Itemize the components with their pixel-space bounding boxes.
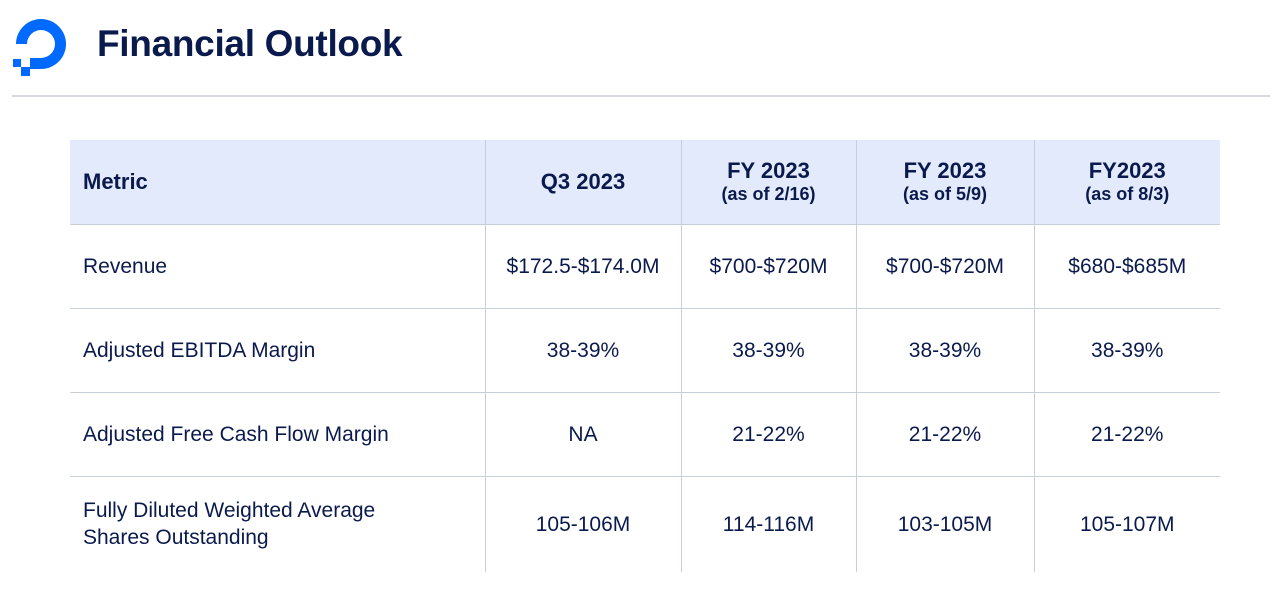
table-header-row: Metric Q3 2023 FY 2023 (as of 2/16) FY 20… [70,140,1220,224]
column-header-fy2023-aug: FY2023 (as of 8/3) [1033,140,1220,224]
column-header-metric: Metric [83,168,148,194]
value-cell: 38-39% [855,307,1034,392]
value-cell: 38-39% [1033,307,1220,392]
metric-cell: Fully Diluted Weighted Average Shares Ou… [70,475,485,572]
value-cell: 114-116M [680,475,856,572]
value-cell: 105-106M [484,475,681,572]
value-cell: 38-39% [484,307,681,392]
value-cell: 21-22% [855,391,1034,476]
value-cell: 38-39% [680,307,856,392]
value-cell: $680-$685M [1033,223,1220,308]
header: Financial Outlook [0,0,1280,96]
metric-cell: Adjusted Free Cash Flow Margin [70,391,485,476]
value-cell: 105-107M [1033,475,1220,572]
metric-cell: Adjusted EBITDA Margin [70,307,485,392]
value-cell: NA [484,391,681,476]
value-cell: 21-22% [680,391,856,476]
table-row-shares-outstanding: Fully Diluted Weighted Average Shares Ou… [70,475,1220,572]
column-header-fy2023-may: FY 2023 (as of 5/9) [855,140,1034,224]
table-row-fcf-margin: Adjusted Free Cash Flow Margin NA 21-22%… [70,391,1220,476]
table-row-ebitda-margin: Adjusted EBITDA Margin 38-39% 38-39% 38-… [70,307,1220,392]
table-row-revenue: Revenue $172.5-$174.0M $700-$720M $700-$… [70,223,1220,308]
value-cell: 21-22% [1033,391,1220,476]
value-cell: 103-105M [855,475,1034,572]
page-title: Financial Outlook [97,23,403,64]
financial-outlook-table: Metric Q3 2023 FY 2023 (as of 2/16) FY 20… [70,140,1220,572]
header-divider [12,95,1270,97]
digitalocean-logo-icon [13,19,66,76]
value-cell: $172.5-$174.0M [484,223,681,308]
column-header-fy2023-feb: FY 2023 (as of 2/16) [680,140,856,224]
metric-cell: Revenue [70,223,485,308]
value-cell: $700-$720M [680,223,856,308]
column-header-q3-2023: Q3 2023 [484,140,681,224]
value-cell: $700-$720M [855,223,1034,308]
